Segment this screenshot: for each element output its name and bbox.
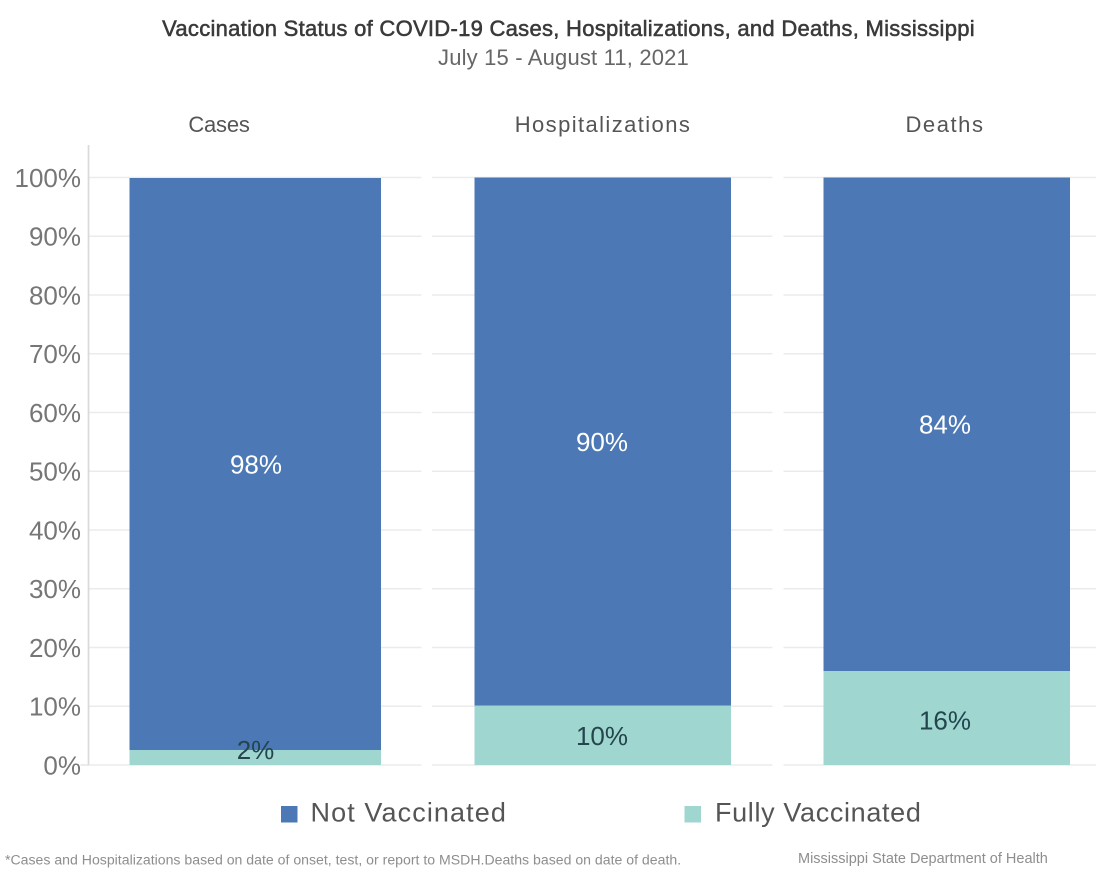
svg-text:90%: 90% (576, 427, 628, 457)
svg-text:Deaths: Deaths (905, 112, 984, 137)
svg-text:Fully Vaccinated: Fully Vaccinated (715, 798, 922, 828)
svg-text:Mississippi State Department o: Mississippi State Department of Health (798, 851, 1048, 867)
svg-text:20%: 20% (29, 633, 81, 663)
svg-text:2%: 2% (237, 735, 275, 765)
svg-text:Vaccination Status of COVID-19: Vaccination Status of COVID-19 Cases, Ho… (162, 16, 975, 41)
svg-text:16%: 16% (919, 706, 971, 736)
svg-text:50%: 50% (29, 457, 81, 487)
svg-text:30%: 30% (29, 574, 81, 604)
svg-text:98%: 98% (230, 450, 282, 480)
svg-text:84%: 84% (919, 410, 971, 440)
svg-text:90%: 90% (29, 222, 81, 252)
svg-text:70%: 70% (29, 339, 81, 369)
svg-text:10%: 10% (576, 721, 628, 751)
svg-text:0%: 0% (43, 750, 81, 780)
svg-text:Hospitalizations: Hospitalizations (515, 112, 691, 137)
svg-text:Not Vaccinated: Not Vaccinated (311, 798, 508, 828)
svg-text:*Cases and Hospitalizations ba: *Cases and Hospitalizations based on dat… (5, 852, 681, 868)
svg-text:Cases: Cases (188, 112, 250, 137)
svg-text:60%: 60% (29, 398, 81, 428)
svg-text:July 15 - August 11, 2021: July 15 - August 11, 2021 (438, 45, 689, 70)
svg-text:10%: 10% (29, 692, 81, 722)
svg-text:100%: 100% (15, 163, 82, 193)
svg-text:40%: 40% (29, 515, 81, 545)
svg-text:80%: 80% (29, 280, 81, 310)
